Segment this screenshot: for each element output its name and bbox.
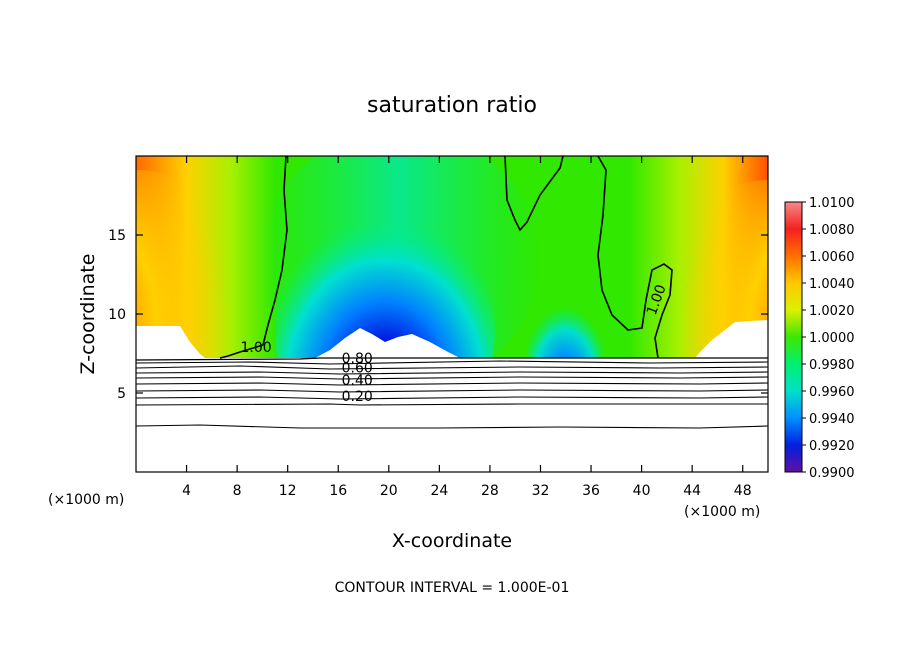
colorbar-label: 1.0060 bbox=[809, 250, 855, 265]
saturation-field bbox=[136, 156, 768, 358]
contour-0.3 bbox=[135, 396, 769, 400]
contour-1-top bbox=[504, 155, 564, 232]
colorbar-segment bbox=[785, 391, 802, 418]
contour-1-left bbox=[219, 155, 288, 359]
colorbar-segment bbox=[785, 337, 802, 364]
colorbar-label: 0.9920 bbox=[809, 439, 855, 454]
colorbar-label: 1.0100 bbox=[809, 196, 855, 211]
white-pocket-right bbox=[695, 320, 768, 358]
blue-core-small bbox=[527, 280, 603, 358]
white-pocket-left bbox=[136, 326, 205, 358]
colorbar-segment bbox=[785, 445, 802, 472]
contour-interval-note: CONTOUR INTERVAL = 1.000E-01 bbox=[335, 580, 570, 596]
red-region-left bbox=[136, 170, 256, 358]
x-tick-label: 16 bbox=[329, 483, 347, 499]
contour-0.1 bbox=[135, 424, 769, 429]
white-bump bbox=[315, 328, 460, 358]
contour-0.4 bbox=[135, 389, 769, 393]
x-axis-label: X-coordinate bbox=[392, 530, 512, 552]
blue-core-main bbox=[275, 190, 495, 358]
colorbar-label: 0.9960 bbox=[809, 385, 855, 400]
colorbar-label: 1.0080 bbox=[809, 223, 855, 238]
contour-0.6 bbox=[135, 376, 769, 380]
x-tick-label: 48 bbox=[734, 483, 752, 499]
colorbar-segment bbox=[785, 202, 802, 229]
colorbar-segment bbox=[785, 418, 802, 445]
y-tick-label: 5 bbox=[117, 386, 126, 402]
contour-below-1 bbox=[135, 357, 768, 361]
y-axis-ticks: 5 10 15 bbox=[108, 228, 768, 402]
y-axis-label: Z-coordinate bbox=[77, 254, 99, 375]
colorbar-label: 0.9980 bbox=[809, 358, 855, 373]
chart-title: saturation ratio bbox=[367, 93, 537, 118]
contour-label: 0.80 bbox=[342, 351, 373, 367]
colorbar-label: 1.0040 bbox=[809, 277, 855, 292]
colorbar-segment bbox=[785, 364, 802, 391]
x-tick-label: 8 bbox=[233, 483, 242, 499]
y-tick-label: 10 bbox=[108, 307, 126, 323]
contour-label: 0.20 bbox=[342, 389, 373, 405]
x-tick-label: 28 bbox=[481, 483, 499, 499]
y-tick-label: 15 bbox=[108, 228, 126, 244]
x-tick-label: 44 bbox=[683, 483, 701, 499]
contour-label: 0.60 bbox=[342, 360, 373, 376]
x-tick-label: 20 bbox=[380, 483, 398, 499]
contour-label: 1.00 bbox=[240, 340, 271, 356]
x-tick-label: 4 bbox=[182, 483, 191, 499]
x-unit-label-right: (×1000 m) bbox=[684, 504, 760, 520]
contour-label: 0.40 bbox=[342, 373, 373, 389]
colorbar-segment bbox=[785, 229, 802, 256]
colorbar-segment bbox=[785, 310, 802, 337]
contour-0.8 bbox=[135, 365, 769, 370]
red-region-right bbox=[658, 180, 768, 358]
contour-0.2 bbox=[135, 403, 768, 406]
contour-lines bbox=[135, 155, 769, 429]
x-tick-label: 12 bbox=[279, 483, 297, 499]
x-tick-label: 32 bbox=[532, 483, 550, 499]
x-tick-label: 40 bbox=[633, 483, 651, 499]
colorbar-label: 1.0020 bbox=[809, 304, 855, 319]
x-unit-label-left: (×1000 m) bbox=[48, 492, 124, 508]
colorbar-segment bbox=[785, 256, 802, 283]
contour-1-right bbox=[597, 155, 673, 359]
x-axis-ticks: 4 8 12 16 20 24 28 32 36 40 44 48 bbox=[182, 156, 752, 499]
x-tick-label: 24 bbox=[430, 483, 448, 499]
contour-0.5 bbox=[135, 382, 769, 386]
colorbar-label: 0.9900 bbox=[809, 466, 855, 481]
contour-0.7 bbox=[135, 371, 769, 375]
x-tick-label: 36 bbox=[582, 483, 600, 499]
colorbar-label: 1.0000 bbox=[809, 331, 855, 346]
colorbar-segment bbox=[785, 283, 802, 310]
colorbar: 1.0100 1.0080 1.0060 1.0040 1.0020 1.0000 0.99… bbox=[784, 196, 855, 481]
colorbar-label: 0.9940 bbox=[809, 412, 855, 427]
contour-0.9 bbox=[135, 360, 769, 365]
